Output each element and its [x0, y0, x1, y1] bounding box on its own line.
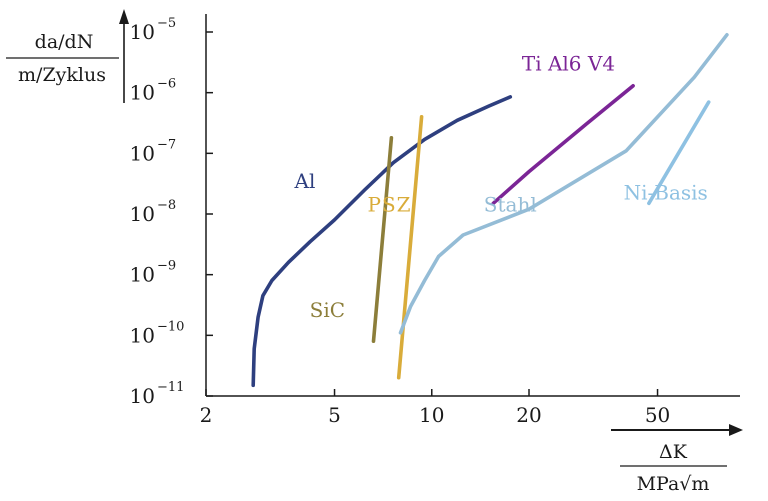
y-tick-label: 10 — [130, 81, 155, 105]
y-tick-exponent: −8 — [157, 198, 176, 213]
y-tick-exponent: −10 — [157, 319, 184, 334]
y-axis-label-numerator: da/dN — [35, 31, 94, 53]
y-tick-exponent: −5 — [157, 16, 176, 31]
x-tick-label: 50 — [645, 403, 670, 427]
y-tick-label: 10 — [130, 20, 155, 44]
series-line-al — [251, 95, 513, 388]
x-axis-label-denominator: MPa√m — [637, 473, 710, 495]
y-tick-label: 10 — [130, 384, 155, 408]
series-line-psz — [396, 115, 424, 380]
y-tick-label: 10 — [130, 323, 155, 347]
series-label-stahl: Stahl — [484, 192, 537, 216]
y-unit-arrow-head — [119, 9, 129, 24]
y-tick-exponent: −6 — [157, 77, 176, 92]
y-tick-label: 10 — [130, 263, 155, 287]
y-tick-exponent: −11 — [157, 380, 184, 395]
series-line-ni-basis — [647, 100, 711, 206]
series-label-ni-basis: Ni-Basis — [624, 180, 708, 204]
x-tick-label: 5 — [328, 403, 341, 427]
x-tick-label: 10 — [419, 403, 444, 427]
y-tick-label: 10 — [130, 202, 155, 226]
x-ticks: 2 5 10 20 50 — [200, 389, 670, 427]
y-tick-exponent: −7 — [157, 137, 176, 152]
y-tick-label: 10 — [130, 141, 155, 165]
series-line-stahl — [398, 32, 729, 335]
x-axis-label-numerator: ΔK — [659, 441, 688, 463]
series-label-al: Al — [294, 169, 316, 193]
series-lines — [251, 32, 729, 388]
series-label-psz: PSZ — [368, 192, 412, 216]
x-axis-label: ΔK MPa√m — [611, 424, 743, 495]
y-tick-exponent: −9 — [157, 259, 176, 274]
series-line-sic — [371, 136, 394, 344]
series-labels: Al SiC PSZ Stahl Ti Al6 V4 Ni-Basis — [294, 52, 708, 322]
y-axis-label-denominator: m/Zyklus — [18, 64, 106, 86]
series-label-sic: SiC — [310, 298, 345, 322]
x-tick-label: 2 — [200, 403, 213, 427]
series-line-ti-al6-v4 — [491, 84, 635, 206]
x-axis-label-arrow-head — [729, 424, 743, 436]
x-tick-label: 20 — [516, 403, 541, 427]
y-axis-label: da/dN m/Zyklus — [6, 31, 119, 86]
series-label-ti-al6-v4: Ti Al6 V4 — [522, 52, 615, 76]
